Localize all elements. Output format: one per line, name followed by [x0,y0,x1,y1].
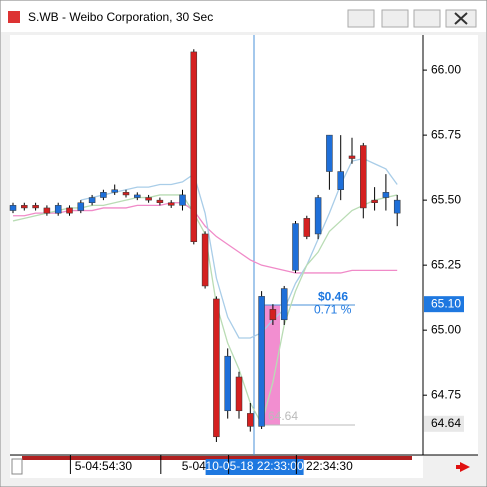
y-tick-label: 66.00 [431,62,461,76]
candle-body [88,197,96,203]
candle-body [145,197,152,201]
candle-body [134,194,141,198]
candle-body [303,218,311,237]
candle-body [167,202,175,206]
candle-body [213,298,220,438]
candle-body [348,155,356,159]
candle-body [258,296,265,427]
candle-body [77,202,85,211]
candle-body [247,413,254,427]
moving-average [13,202,398,274]
app-icon [8,11,20,23]
price-box-label: 65.10 [431,296,461,310]
candle-body [292,223,299,271]
candle-body [382,192,390,198]
y-tick-label: 65.50 [431,192,461,206]
measure-region [263,305,280,425]
candle-body [111,189,118,193]
measure-start: 64.64 [268,409,298,423]
candle-body [393,199,401,214]
y-tick-label: 65.25 [431,257,461,271]
maximize-button[interactable] [413,9,441,28]
window-title: S.WB - Weibo Corporation, 30 Sec [28,10,213,24]
minimize-button[interactable] [381,9,409,28]
candle-body [66,207,73,214]
link-button[interactable] [347,9,375,28]
measure-percent: 0.71 % [314,302,352,316]
price-box [424,296,464,313]
x-tick-label: 5-04 [182,459,206,473]
scroll-arrow[interactable] [456,462,470,472]
close-icon [454,12,468,25]
x-tick-label: 5-04:54:30 [75,459,133,473]
candle-body [224,355,231,412]
candle-body [21,205,28,209]
candle-body [360,145,367,209]
candle-body [269,309,277,321]
candle-body [54,205,62,214]
candle-body [122,192,130,196]
candle-body [314,197,322,235]
y-tick-label: 65.00 [431,322,461,336]
scroll-track[interactable] [22,456,412,460]
candle-body [190,51,198,242]
candle-body [179,194,186,206]
candle-body [235,376,243,412]
candle-body [32,205,39,209]
candle-body [156,199,164,203]
candle-body [201,233,209,287]
candle-body [280,288,288,321]
candle-body [100,192,107,198]
candle-body [43,207,51,214]
y-tick-label: 65.75 [431,127,461,141]
candle-body [326,134,333,172]
price-axis [423,35,478,455]
price-box [424,415,464,432]
candle-body [371,199,378,203]
price-box-label: 64.64 [431,416,461,430]
x-tick-label: 10-05-18 22:33:00 [206,459,304,473]
measure-change: $0.46 [318,289,348,303]
scroll-handle[interactable] [11,458,23,475]
x-tick-label: 22:34:30 [306,459,353,473]
candle-body [9,205,17,211]
candle-body [337,171,344,190]
moving-average [80,157,398,339]
y-tick-label: 64.75 [431,387,461,401]
x-label-highlight [205,459,304,475]
